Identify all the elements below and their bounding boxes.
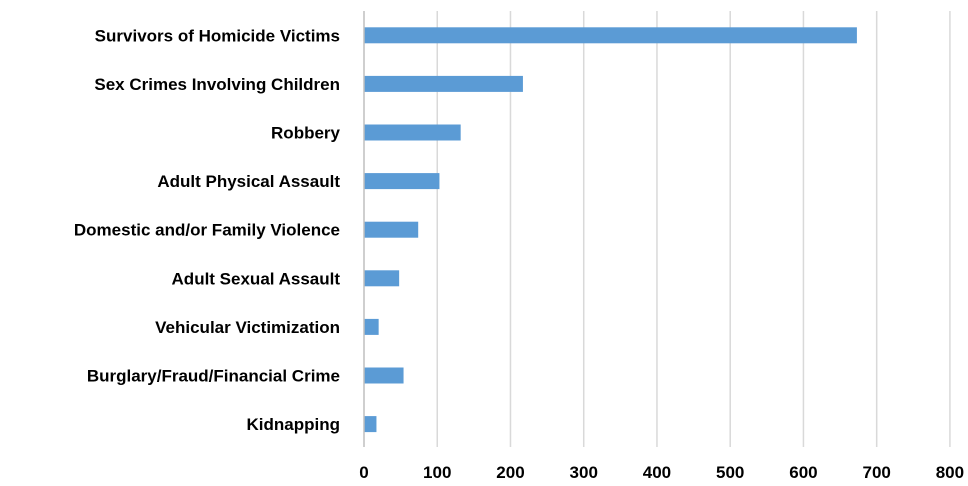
x-tick-label-400: 400 — [643, 463, 671, 482]
x-tick-label-600: 600 — [789, 463, 817, 482]
category-label-3: Adult Physical Assault — [157, 172, 340, 191]
category-label-0: Survivors of Homicide Victims — [95, 26, 340, 45]
x-tick-label-500: 500 — [716, 463, 744, 482]
x-tick-label-300: 300 — [570, 463, 598, 482]
bars — [364, 27, 857, 433]
bar-8 — [364, 416, 377, 433]
bar-6 — [364, 318, 379, 335]
category-label-7: Burglary/Fraud/Financial Crime — [87, 367, 340, 386]
category-label-8: Kidnapping — [247, 415, 340, 434]
tick-labels: 0 100 200 300 400 500 600 700 800 — [359, 463, 964, 482]
x-tick-label-200: 200 — [496, 463, 524, 482]
category-label-6: Vehicular Victimization — [155, 318, 340, 337]
x-tick-label-100: 100 — [423, 463, 451, 482]
category-label-1: Sex Crimes Involving Children — [94, 75, 340, 94]
category-label-5: Adult Sexual Assault — [172, 269, 341, 288]
bar-3 — [364, 173, 440, 190]
bar-1 — [364, 75, 523, 92]
x-tick-label-800: 800 — [936, 463, 964, 482]
bar-5 — [364, 270, 400, 287]
bar-0 — [364, 27, 857, 44]
category-label-4: Domestic and/or Family Violence — [74, 221, 340, 240]
bar-4 — [364, 221, 419, 238]
bar-7 — [364, 367, 404, 384]
category-labels: Survivors of Homicide Victims Sex Crimes … — [74, 26, 341, 434]
category-label-2: Robbery — [271, 124, 341, 143]
x-tick-label-0: 0 — [359, 463, 368, 482]
bar-2 — [364, 124, 461, 141]
x-tick-label-700: 700 — [862, 463, 890, 482]
